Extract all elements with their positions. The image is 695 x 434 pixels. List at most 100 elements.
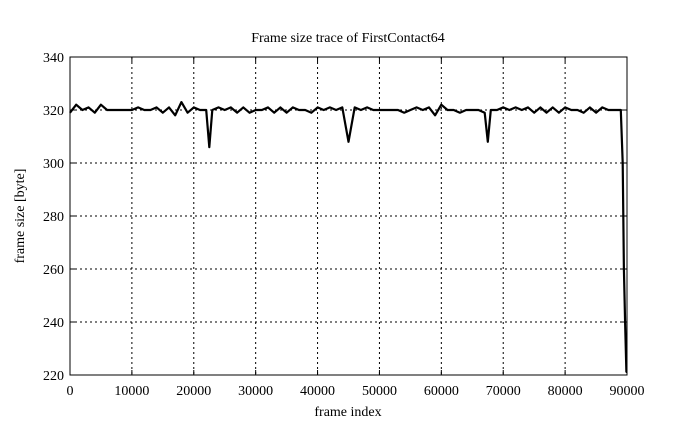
- data-point: [422, 109, 424, 111]
- y-tick-label: 340: [43, 51, 64, 66]
- data-point: [261, 109, 263, 111]
- data-point: [193, 106, 195, 108]
- x-tick-label: 70000: [486, 384, 521, 399]
- data-point: [347, 141, 350, 143]
- y-tick-label: 240: [43, 316, 64, 331]
- data-point: [174, 114, 176, 116]
- data-point: [273, 112, 275, 114]
- data-point: [149, 109, 152, 111]
- data-point: [508, 109, 511, 111]
- data-point: [217, 106, 220, 108]
- data-point: [428, 106, 430, 108]
- data-point: [199, 109, 201, 111]
- data-point: [304, 109, 306, 111]
- data-point: [614, 109, 616, 111]
- x-tick-label: 50000: [362, 384, 397, 399]
- x-axis-label: frame index: [314, 405, 381, 420]
- plot-frame: [69, 56, 628, 376]
- data-point: [248, 112, 251, 114]
- data-point: [564, 106, 566, 108]
- data-point: [558, 112, 560, 114]
- data-point: [125, 109, 127, 111]
- data-point: [625, 371, 627, 373]
- data-point: [533, 112, 535, 114]
- x-tick-label: 90000: [610, 384, 645, 399]
- data-point: [316, 106, 319, 108]
- data-point: [329, 106, 331, 108]
- data-point: [87, 106, 90, 108]
- data-point: [545, 112, 548, 114]
- data-point: [521, 109, 523, 111]
- data-point: [224, 109, 226, 111]
- data-point: [255, 109, 257, 111]
- data-point: [242, 106, 244, 108]
- data-point: [230, 106, 232, 108]
- data-point: [267, 106, 269, 108]
- data-point: [459, 112, 461, 114]
- data-point: [137, 106, 139, 108]
- data-point: [623, 268, 625, 270]
- data-point: [601, 106, 603, 108]
- data-point: [186, 112, 189, 114]
- data-point: [496, 109, 498, 111]
- x-tick-label: 60000: [424, 384, 459, 399]
- data-point: [360, 109, 362, 111]
- data-point: [624, 321, 626, 323]
- x-tick-label: 80000: [548, 384, 583, 399]
- data-point: [106, 109, 108, 111]
- data-point: [279, 106, 282, 108]
- data-point: [168, 106, 170, 108]
- data-point: [94, 112, 96, 114]
- data-point: [156, 106, 158, 108]
- data-point: [69, 112, 71, 114]
- data-point: [490, 109, 492, 111]
- data-point: [335, 109, 337, 111]
- data-point: [397, 109, 399, 111]
- data-point: [292, 106, 294, 108]
- data-point: [589, 106, 591, 108]
- data-point: [385, 109, 387, 111]
- data-point: [515, 106, 517, 108]
- data-point: [622, 162, 624, 164]
- data-point: [323, 109, 325, 111]
- data-point: [208, 146, 210, 148]
- data-point: [502, 106, 504, 108]
- y-tick-label: 320: [43, 104, 64, 119]
- y-tick-label: 260: [43, 263, 64, 278]
- data-point: [354, 106, 356, 108]
- data-point: [453, 109, 455, 111]
- data-point: [446, 109, 449, 111]
- data-point: [372, 109, 374, 111]
- data-point: [236, 112, 238, 114]
- x-tick-label: 0: [67, 384, 74, 399]
- data-point: [484, 112, 486, 114]
- data-point: [310, 112, 312, 114]
- data-point: [118, 109, 121, 111]
- y-tick-label: 300: [43, 157, 64, 172]
- data-point: [286, 112, 288, 114]
- data-point: [75, 104, 77, 106]
- y-tick-label: 220: [43, 369, 64, 384]
- data-point: [366, 106, 368, 108]
- data-point: [539, 106, 541, 108]
- frame-size-series: [69, 100, 628, 373]
- x-tick-label: 30000: [238, 384, 273, 399]
- data-point: [440, 104, 442, 106]
- chart-title: Frame size trace of FirstContact64: [251, 31, 445, 46]
- data-point: [471, 109, 473, 111]
- data-point: [527, 106, 529, 108]
- data-point: [180, 101, 182, 103]
- data-point: [434, 114, 436, 116]
- x-tick-label: 10000: [114, 384, 149, 399]
- data-point: [415, 106, 418, 108]
- data-point: [298, 109, 300, 111]
- data-point: [205, 109, 207, 111]
- data-point: [620, 109, 622, 111]
- data-point: [595, 112, 597, 114]
- data-point: [409, 109, 411, 111]
- x-tick-label: 20000: [176, 384, 211, 399]
- data-points: [69, 101, 627, 373]
- data-point: [465, 109, 467, 111]
- data-point: [552, 106, 554, 108]
